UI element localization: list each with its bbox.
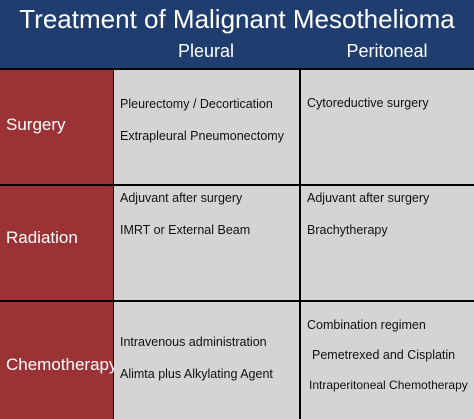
cell-line: Intravenous administration: [120, 335, 267, 349]
cell-line: Pleurectomy / Decortication: [120, 97, 273, 111]
cell-radiation-peritoneal: Adjuvant after surgery Brachytherapy: [301, 186, 474, 300]
cell-line: IMRT or External Beam: [120, 223, 251, 237]
cell-line: Extrapleural Pneumonectomy: [120, 129, 284, 143]
row-label-text: Chemotherapy: [6, 355, 118, 374]
cell-chemotherapy-pleural: Intravenous administration Alimta plus A…: [114, 302, 299, 419]
column-header-peritoneal: Peritoneal: [346, 41, 428, 61]
row-label-radiation: Radiation: [0, 186, 113, 300]
cell-line: Brachytherapy: [307, 223, 388, 237]
cell-line: Adjuvant after surgery: [120, 191, 243, 205]
row-label-text: Radiation: [6, 228, 78, 247]
cell-line: Cytoreductive surgery: [307, 96, 429, 110]
treatment-table: Surgery Pleurectomy / Decortication Extr…: [0, 68, 474, 419]
row-label-chemotherapy: Chemotherapy: [0, 302, 118, 419]
table-header: Treatment of Malignant Mesothelioma Pleu…: [0, 0, 474, 68]
column-header-pleural: Pleural: [177, 41, 235, 61]
page-title: Treatment of Malignant Mesothelioma: [19, 4, 455, 34]
cell-line: Combination regimen: [307, 318, 426, 332]
cell-line: Adjuvant after surgery: [307, 191, 430, 205]
cell-radiation-pleural: Adjuvant after surgery IMRT or External …: [114, 186, 299, 300]
cell-line: Alimta plus Alkylating Agent: [120, 367, 273, 381]
cell-line: Pemetrexed and Cisplatin: [312, 348, 456, 362]
cell-surgery-peritoneal: Cytoreductive surgery: [301, 70, 474, 184]
cell-surgery-pleural: Pleurectomy / Decortication Extrapleural…: [114, 70, 299, 184]
cell-line: Intraperitoneal Chemotherapy: [309, 378, 468, 392]
cell-chemotherapy-peritoneal: Combination regimen Pemetrexed and Cispl…: [301, 302, 474, 419]
row-label-surgery: Surgery: [0, 70, 113, 184]
row-label-text: Surgery: [6, 115, 66, 134]
